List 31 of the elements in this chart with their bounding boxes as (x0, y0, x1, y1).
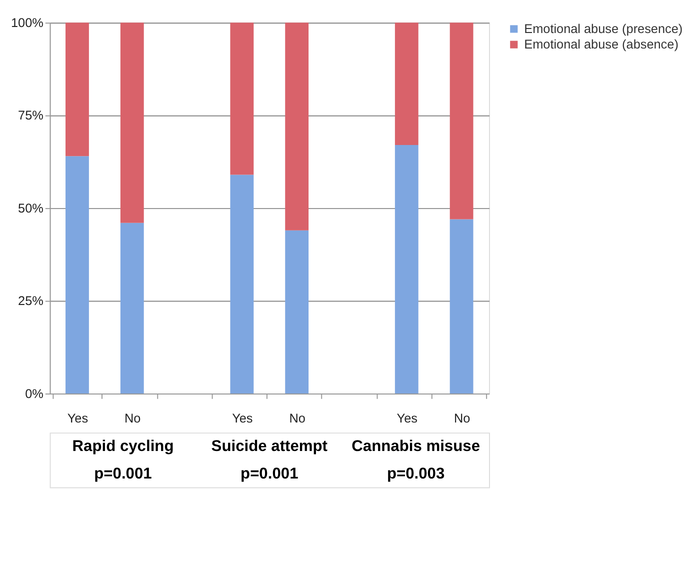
text: p=0.001 (240, 465, 299, 482)
bar (230, 22, 254, 175)
x-tick-label: Yes (232, 411, 253, 426)
bar (450, 22, 474, 220)
text: p=0.003 (386, 465, 445, 482)
bar (285, 22, 309, 230)
text: Suicide attempt (211, 438, 328, 456)
bar (394, 145, 418, 394)
x-tick-label: Yes (396, 411, 418, 426)
legend-label: Emotional abuse (presence) (524, 22, 683, 36)
y-tick-label: 75% (18, 108, 44, 123)
text: p=0.001 (94, 465, 152, 482)
y-tick-label: 25% (18, 294, 44, 308)
bar (120, 22, 144, 223)
bar (120, 222, 144, 394)
x-tick-label: No (289, 411, 306, 426)
legend-label: Emotional abuse (absence) (524, 37, 678, 52)
y-tick-label: 0% (25, 386, 44, 401)
x-tick-label: No (124, 411, 141, 426)
bar (450, 219, 474, 394)
y-tick-label: 50% (18, 201, 44, 216)
text: Cannabis misuse (352, 438, 480, 456)
bar (230, 174, 254, 394)
y-tick-label: 100% (11, 16, 44, 30)
bar (394, 22, 418, 146)
x-tick-label: No (454, 411, 470, 426)
bar (66, 156, 89, 394)
bar (285, 230, 309, 394)
bar (66, 22, 89, 156)
x-tick-label: Yes (67, 411, 88, 426)
text: Rapid cycling (72, 438, 174, 456)
